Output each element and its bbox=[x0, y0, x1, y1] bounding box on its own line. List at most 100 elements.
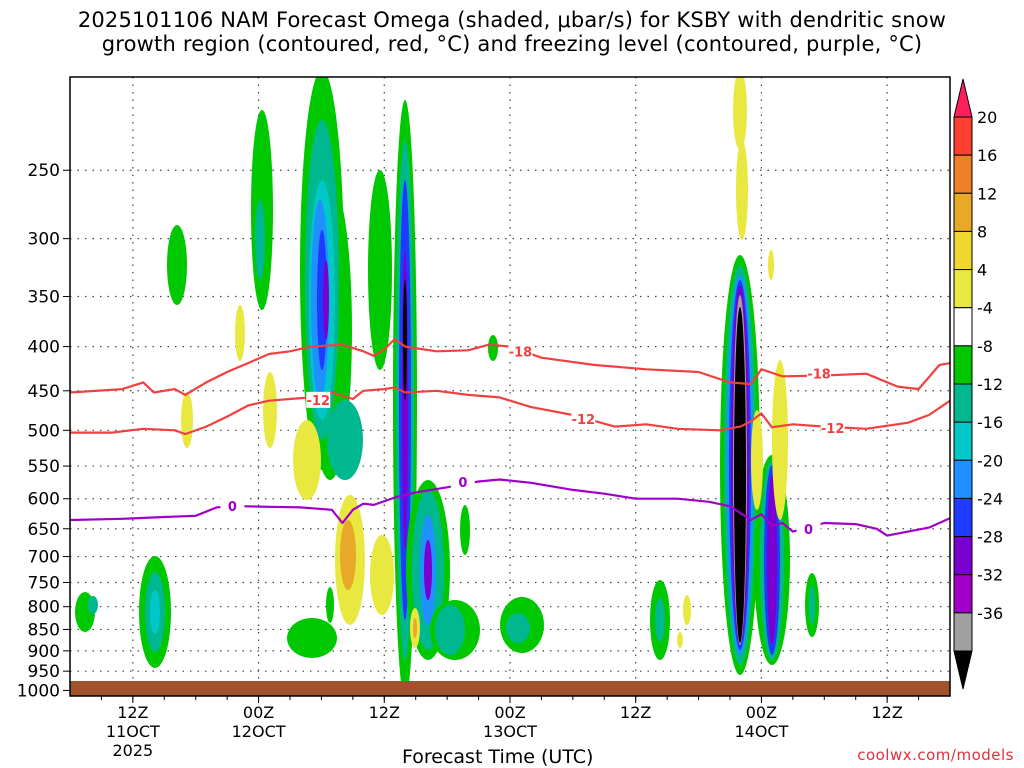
x-tick-label: 12Z bbox=[871, 703, 902, 722]
contour-label-bg bbox=[807, 365, 832, 382]
x-tick-label: 00Z bbox=[494, 703, 525, 722]
y-tick-label: 850 bbox=[28, 620, 60, 640]
y-tick-label: 300 bbox=[28, 230, 60, 250]
y-axis: 2503003504004505005506006507007508008509… bbox=[17, 161, 70, 701]
colorbar-swatch bbox=[953, 459, 973, 499]
y-tick-label: 950 bbox=[28, 662, 60, 682]
omega-cell bbox=[150, 590, 160, 634]
x-axis-title: Forecast Time (UTC) bbox=[402, 746, 594, 768]
omega-field-positive bbox=[181, 77, 788, 648]
omega-cell bbox=[235, 305, 245, 361]
x-tick-year: 2025 bbox=[112, 741, 153, 760]
colorbar-swatch bbox=[953, 383, 973, 423]
omega-cell bbox=[317, 230, 327, 370]
omega-cell bbox=[326, 587, 334, 623]
omega-cell bbox=[263, 372, 277, 448]
omega-cell bbox=[751, 410, 763, 510]
colorbar-label: -24 bbox=[977, 489, 1003, 508]
x-tick-label: 12Z bbox=[369, 703, 400, 722]
omega-cell bbox=[293, 420, 321, 500]
contour-label-bg bbox=[820, 420, 845, 437]
x-tick-label: 12Z bbox=[620, 703, 651, 722]
contour-label: 0 bbox=[458, 476, 467, 491]
x-tick-date: 14OCT bbox=[734, 722, 788, 741]
terrain-surface bbox=[70, 681, 950, 696]
contour--18C bbox=[70, 337, 950, 396]
colorbar-swatch bbox=[953, 536, 973, 576]
colorbar-label: -28 bbox=[977, 528, 1003, 547]
y-tick-label: 450 bbox=[28, 382, 60, 402]
colorbar-label: -8 bbox=[977, 337, 993, 356]
colorbar-label: 8 bbox=[977, 222, 987, 241]
colorbar-swatch bbox=[953, 612, 973, 652]
omega-cell bbox=[255, 200, 265, 280]
colorbar-label: -20 bbox=[977, 451, 1003, 470]
colorbar-label: 20 bbox=[977, 108, 997, 127]
colorbar-label: -12 bbox=[977, 375, 1003, 394]
omega-shading bbox=[75, 77, 819, 696]
y-tick-label: 400 bbox=[28, 338, 60, 358]
omega-cell bbox=[488, 335, 498, 361]
omega-cell bbox=[323, 260, 329, 340]
colorbar-label: 12 bbox=[977, 184, 997, 203]
x-tick-label: 00Z bbox=[746, 703, 777, 722]
colorbar-swatch bbox=[953, 497, 973, 538]
omega-cell bbox=[809, 585, 815, 625]
colorbar-top-arrow bbox=[953, 78, 973, 118]
omega-cell bbox=[287, 618, 337, 658]
x-tick-date: 11OCT bbox=[106, 722, 160, 741]
omega-cell bbox=[340, 520, 356, 590]
x-tick-label: 12Z bbox=[117, 703, 148, 722]
contour-label: -12 bbox=[307, 394, 331, 409]
y-tick-label: 550 bbox=[28, 457, 60, 477]
colorbar-label: -16 bbox=[977, 413, 1003, 432]
colorbar-label: -36 bbox=[977, 604, 1003, 623]
chart-title-line2: growth region (contoured, red, °C) and f… bbox=[101, 32, 923, 56]
contour-label: -12 bbox=[572, 413, 596, 428]
chart-title: 2025101106 NAM Forecast Omega (shaded, μ… bbox=[0, 8, 1024, 56]
contour-label: 0 bbox=[804, 523, 813, 538]
contour-label-bg bbox=[796, 520, 821, 537]
omega-cell bbox=[460, 505, 470, 555]
y-tick-label: 650 bbox=[28, 520, 60, 540]
colorbar-label: -32 bbox=[977, 566, 1003, 585]
omega-cell bbox=[655, 598, 665, 642]
credit-text: coolwx.com/models bbox=[857, 746, 1014, 764]
colorbar-swatch bbox=[953, 230, 973, 271]
y-tick-label: 750 bbox=[28, 573, 60, 593]
omega-cell bbox=[167, 225, 187, 305]
colorbar-swatch bbox=[953, 192, 973, 232]
y-tick-label: 1000 bbox=[17, 681, 60, 701]
omega-cell bbox=[767, 475, 777, 645]
contour-label: 0 bbox=[228, 500, 237, 515]
y-tick-label: 700 bbox=[28, 548, 60, 568]
omega-cell bbox=[327, 400, 363, 480]
contour-label-bg bbox=[450, 474, 475, 491]
y-tick-label: 500 bbox=[28, 421, 60, 441]
omega-field-negative bbox=[75, 77, 819, 696]
colorbar-swatch bbox=[953, 269, 973, 309]
chart-title-line1: 2025101106 NAM Forecast Omega (shaded, μ… bbox=[77, 8, 947, 32]
y-tick-label: 600 bbox=[28, 490, 60, 510]
omega-cell bbox=[772, 360, 788, 520]
omega-cell bbox=[370, 535, 394, 615]
colorbar-swatch bbox=[953, 307, 973, 347]
omega-cell bbox=[181, 392, 193, 448]
omega-cell bbox=[734, 307, 746, 643]
colorbar-swatch bbox=[953, 116, 973, 156]
omega-cell bbox=[768, 250, 774, 280]
colorbar-swatch bbox=[953, 421, 973, 461]
x-tick-date: 12OCT bbox=[232, 722, 286, 741]
contour-label-bg bbox=[508, 343, 533, 360]
omega-cell bbox=[424, 540, 432, 600]
colorbar-bottom-arrow bbox=[953, 650, 973, 690]
colorbar-label: 4 bbox=[977, 261, 987, 280]
omega-cell bbox=[683, 595, 691, 625]
y-tick-label: 900 bbox=[28, 642, 60, 662]
x-tick-date: 13OCT bbox=[483, 722, 537, 741]
colorbar-swatch bbox=[953, 154, 973, 194]
omega-cell bbox=[435, 605, 465, 655]
y-tick-label: 350 bbox=[28, 287, 60, 307]
